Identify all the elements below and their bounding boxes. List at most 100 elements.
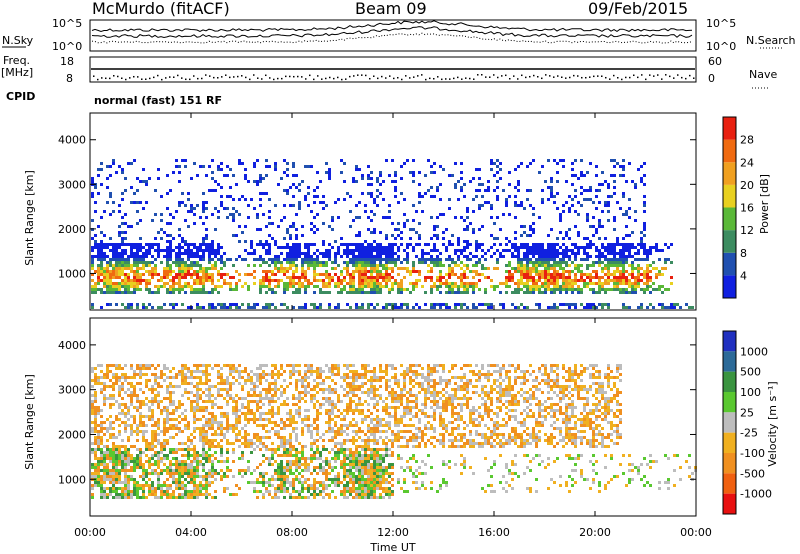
- heatmap-cell: [373, 276, 376, 279]
- heatmap-cell: [166, 430, 169, 433]
- heatmap-cell: [151, 385, 154, 388]
- heatmap-cell: [466, 267, 469, 270]
- heatmap-cell: [418, 279, 421, 282]
- heatmap-cell: [604, 180, 607, 183]
- heatmap-cell: [115, 481, 118, 484]
- heatmap-cell: [208, 276, 211, 279]
- heatmap-cell: [631, 231, 634, 234]
- heatmap-cell: [529, 279, 532, 282]
- heatmap-cell: [121, 303, 124, 306]
- heatmap-cell: [208, 255, 211, 258]
- heatmap-cell: [91, 484, 94, 487]
- heatmap-cell: [229, 385, 232, 388]
- heatmap-cell: [184, 466, 187, 469]
- heatmap-cell: [205, 487, 208, 490]
- heatmap-cell: [109, 475, 112, 478]
- heatmap-cell: [175, 463, 178, 466]
- heatmap-cell: [673, 306, 676, 309]
- heatmap-cell: [508, 183, 511, 186]
- heatmap-cell: [346, 249, 349, 252]
- heatmap-cell: [247, 403, 250, 406]
- heatmap-cell: [388, 267, 391, 270]
- heatmap-cell: [562, 282, 565, 285]
- heatmap-cell: [370, 291, 373, 294]
- heatmap-cell: [160, 237, 163, 240]
- heatmap-cell: [550, 288, 553, 291]
- heatmap-cell: [628, 285, 631, 288]
- heatmap-cell: [220, 460, 223, 463]
- heatmap-cell: [148, 445, 151, 448]
- heatmap-cell: [265, 481, 268, 484]
- heatmap-cell: [103, 255, 106, 258]
- heatmap-cell: [133, 243, 136, 246]
- heatmap-cell: [610, 273, 613, 276]
- heatmap-cell: [538, 276, 541, 279]
- heatmap-cell: [619, 252, 622, 255]
- heatmap-cell: [262, 472, 265, 475]
- heatmap-cell: [214, 418, 217, 421]
- heatmap-cell: [193, 400, 196, 403]
- heatmap-cell: [556, 252, 559, 255]
- heatmap-cell: [184, 291, 187, 294]
- heatmap-cell: [106, 418, 109, 421]
- heatmap-cell: [550, 249, 553, 252]
- colorbar-cell: [723, 275, 736, 298]
- heatmap-cell: [253, 388, 256, 391]
- heatmap-cell: [556, 306, 559, 309]
- heatmap-cell: [283, 303, 286, 306]
- heatmap-cell: [451, 291, 454, 294]
- nave-dot: [221, 76, 223, 78]
- heatmap-cell: [127, 493, 130, 496]
- heatmap-cell: [598, 237, 601, 240]
- nave-dot: [353, 75, 355, 77]
- nave-dot: [677, 74, 679, 76]
- heatmap-cell: [322, 264, 325, 267]
- heatmap-cell: [598, 219, 601, 222]
- heatmap-cell: [169, 240, 172, 243]
- heatmap-cell: [574, 273, 577, 276]
- heatmap-cell: [103, 469, 106, 472]
- heatmap-cell: [568, 264, 571, 267]
- heatmap-cell: [565, 282, 568, 285]
- heatmap-cell: [607, 210, 610, 213]
- heatmap-cell: [94, 285, 97, 288]
- heatmap-cell: [568, 276, 571, 279]
- heatmap-cell: [448, 258, 451, 261]
- heatmap-cell: [223, 306, 226, 309]
- heatmap-cell: [487, 276, 490, 279]
- heatmap-cell: [121, 469, 124, 472]
- heatmap-cell: [619, 264, 622, 267]
- heatmap-cell: [166, 418, 169, 421]
- heatmap-cell: [574, 225, 577, 228]
- heatmap-cell: [244, 397, 247, 400]
- heatmap-cell: [103, 490, 106, 493]
- heatmap-cell: [661, 306, 664, 309]
- heatmap-cell: [649, 285, 652, 288]
- heatmap-cell: [220, 415, 223, 418]
- heatmap-cell: [235, 234, 238, 237]
- heatmap-cell: [478, 246, 481, 249]
- heatmap-cell: [448, 243, 451, 246]
- heatmap-cell: [241, 258, 244, 261]
- heatmap-cell: [118, 264, 121, 267]
- heatmap-cell: [478, 303, 481, 306]
- heatmap-cell: [532, 270, 535, 273]
- heatmap-cell: [196, 490, 199, 493]
- heatmap-cell: [175, 373, 178, 376]
- heatmap-cell: [220, 376, 223, 379]
- heatmap-cell: [118, 457, 121, 460]
- heatmap-cell: [244, 415, 247, 418]
- heatmap-cell: [136, 243, 139, 246]
- colorbar-cell: [723, 252, 736, 276]
- heatmap-cell: [409, 282, 412, 285]
- heatmap-cell: [97, 279, 100, 282]
- heatmap-cell: [430, 255, 433, 258]
- heatmap-cell: [193, 448, 196, 451]
- heatmap-cell: [166, 439, 169, 442]
- heatmap-cell: [151, 463, 154, 466]
- heatmap-cell: [166, 267, 169, 270]
- heatmap-cell: [103, 487, 106, 490]
- nave-dot: [381, 75, 383, 78]
- heatmap-cell: [559, 252, 562, 255]
- heatmap-cell: [157, 168, 160, 171]
